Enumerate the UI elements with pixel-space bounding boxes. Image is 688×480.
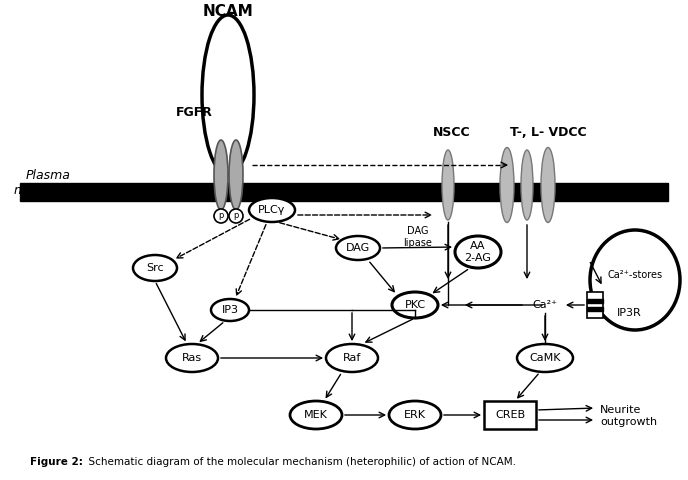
Text: p: p <box>218 212 224 220</box>
Ellipse shape <box>202 15 254 175</box>
Text: Plasma
membrane: Plasma membrane <box>14 169 82 197</box>
Text: MEK: MEK <box>304 410 328 420</box>
Ellipse shape <box>521 150 533 220</box>
Text: FGFR: FGFR <box>176 106 213 119</box>
Ellipse shape <box>290 401 342 429</box>
Text: Neurite: Neurite <box>600 405 641 415</box>
Text: p: p <box>233 212 239 220</box>
Ellipse shape <box>326 344 378 372</box>
Text: PKC: PKC <box>405 300 426 310</box>
Ellipse shape <box>229 140 243 210</box>
Ellipse shape <box>166 344 218 372</box>
Ellipse shape <box>455 236 501 268</box>
Ellipse shape <box>214 209 228 223</box>
Text: IP3R: IP3R <box>617 308 642 318</box>
Text: outgrowth: outgrowth <box>600 417 657 427</box>
Ellipse shape <box>590 230 680 330</box>
Text: Figure 2:: Figure 2: <box>30 457 83 467</box>
Ellipse shape <box>133 255 177 281</box>
Ellipse shape <box>442 150 454 220</box>
Ellipse shape <box>214 140 228 210</box>
Text: Raf: Raf <box>343 353 361 363</box>
Bar <box>587 307 603 311</box>
Text: T-, L- VDCC: T-, L- VDCC <box>510 125 586 139</box>
Text: Ca²⁺-stores: Ca²⁺-stores <box>608 270 663 280</box>
Bar <box>484 401 536 429</box>
Text: Ca²⁺: Ca²⁺ <box>533 300 557 310</box>
Text: IP3: IP3 <box>222 305 239 315</box>
Text: CREB: CREB <box>495 410 525 420</box>
Text: DAG
lipase: DAG lipase <box>404 226 433 248</box>
Text: DAG: DAG <box>346 243 370 253</box>
Ellipse shape <box>392 292 438 318</box>
Text: ERK: ERK <box>404 410 426 420</box>
Text: NSCC: NSCC <box>433 125 471 139</box>
Bar <box>20 183 668 201</box>
Text: CaMK: CaMK <box>529 353 561 363</box>
Text: PLCγ: PLCγ <box>258 205 286 215</box>
Ellipse shape <box>541 147 555 223</box>
Text: Src: Src <box>146 263 164 273</box>
Text: NCAM: NCAM <box>203 4 253 20</box>
Ellipse shape <box>229 209 243 223</box>
Text: AA
2-AG: AA 2-AG <box>464 241 491 263</box>
Ellipse shape <box>500 147 514 223</box>
Ellipse shape <box>249 198 295 222</box>
Text: Schematic diagram of the molecular mechanism (heterophilic) of action of NCAM.: Schematic diagram of the molecular mecha… <box>82 457 516 467</box>
Ellipse shape <box>211 299 249 321</box>
Ellipse shape <box>517 344 573 372</box>
Ellipse shape <box>336 236 380 260</box>
Text: Ras: Ras <box>182 353 202 363</box>
Bar <box>587 292 603 318</box>
Ellipse shape <box>389 401 441 429</box>
Bar <box>587 299 603 303</box>
